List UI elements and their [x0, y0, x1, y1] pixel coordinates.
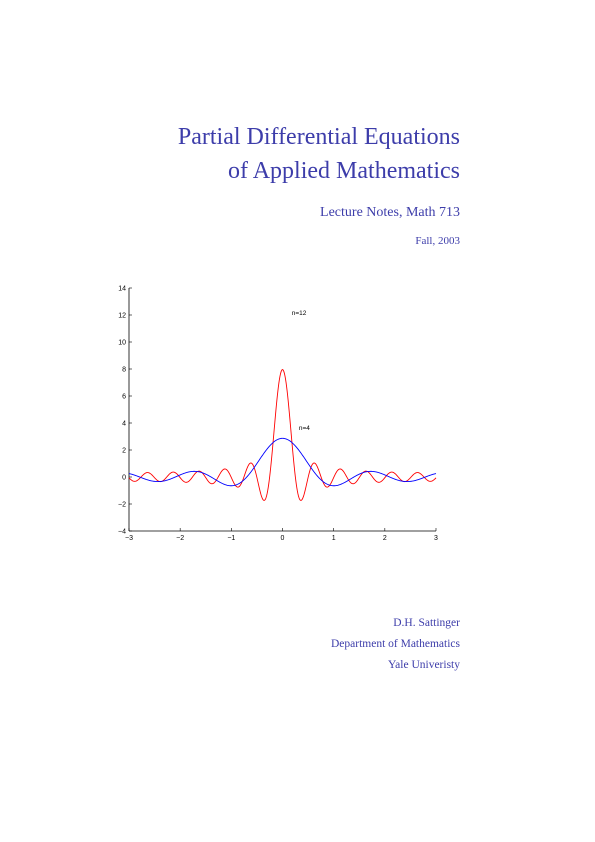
author-department: Department of Mathematics — [330, 638, 460, 650]
y-tick-label: 2 — [122, 448, 126, 455]
series-annotation-n12: n=12 — [292, 310, 307, 317]
y-tick-label: 0 — [122, 475, 126, 482]
title-line-2: of Applied Mathematics — [228, 158, 460, 184]
x-tick-label: −1 — [227, 535, 235, 542]
term-date: Fall, 2003 — [415, 235, 460, 247]
x-tick-label: 3 — [434, 535, 438, 542]
dirichlet-kernel-figure: −4 −2 0 2 4 6 8 10 12 14 −3 −2 −1 0 1 2 3 n=12 n=4 — [110, 280, 450, 550]
y-tick-label: −4 — [118, 529, 126, 536]
x-tick-label: 0 — [281, 535, 285, 542]
series-annotation-n4: n=4 — [299, 425, 310, 432]
y-tick-label: 4 — [122, 421, 126, 428]
x-tick-label: −2 — [176, 535, 184, 542]
series-line-n4 — [128, 437, 437, 487]
y-tick-label: 12 — [118, 313, 126, 320]
author-block: D.H. Sattinger Department of Mathematics… — [331, 613, 460, 676]
y-tick-label: −2 — [118, 502, 126, 509]
y-tick-label: 10 — [118, 340, 126, 347]
title-line-1: Partial Differential Equations — [177, 124, 460, 150]
x-tick-label: 2 — [383, 535, 387, 542]
x-tick-label: −3 — [125, 535, 133, 542]
course-subtitle: Lecture Notes, Math 713 — [320, 205, 460, 220]
author-university: Yale Univeristy — [388, 659, 460, 671]
series-line-n12 — [128, 369, 437, 501]
y-tick-label: 6 — [122, 394, 126, 401]
author-name: D.H. Sattinger — [393, 617, 460, 629]
document-title: Partial Differential Equations of Applie… — [178, 120, 460, 188]
y-tick-label: 14 — [118, 286, 126, 293]
x-tick-label: 1 — [332, 535, 336, 542]
y-tick-label: 8 — [122, 367, 126, 374]
